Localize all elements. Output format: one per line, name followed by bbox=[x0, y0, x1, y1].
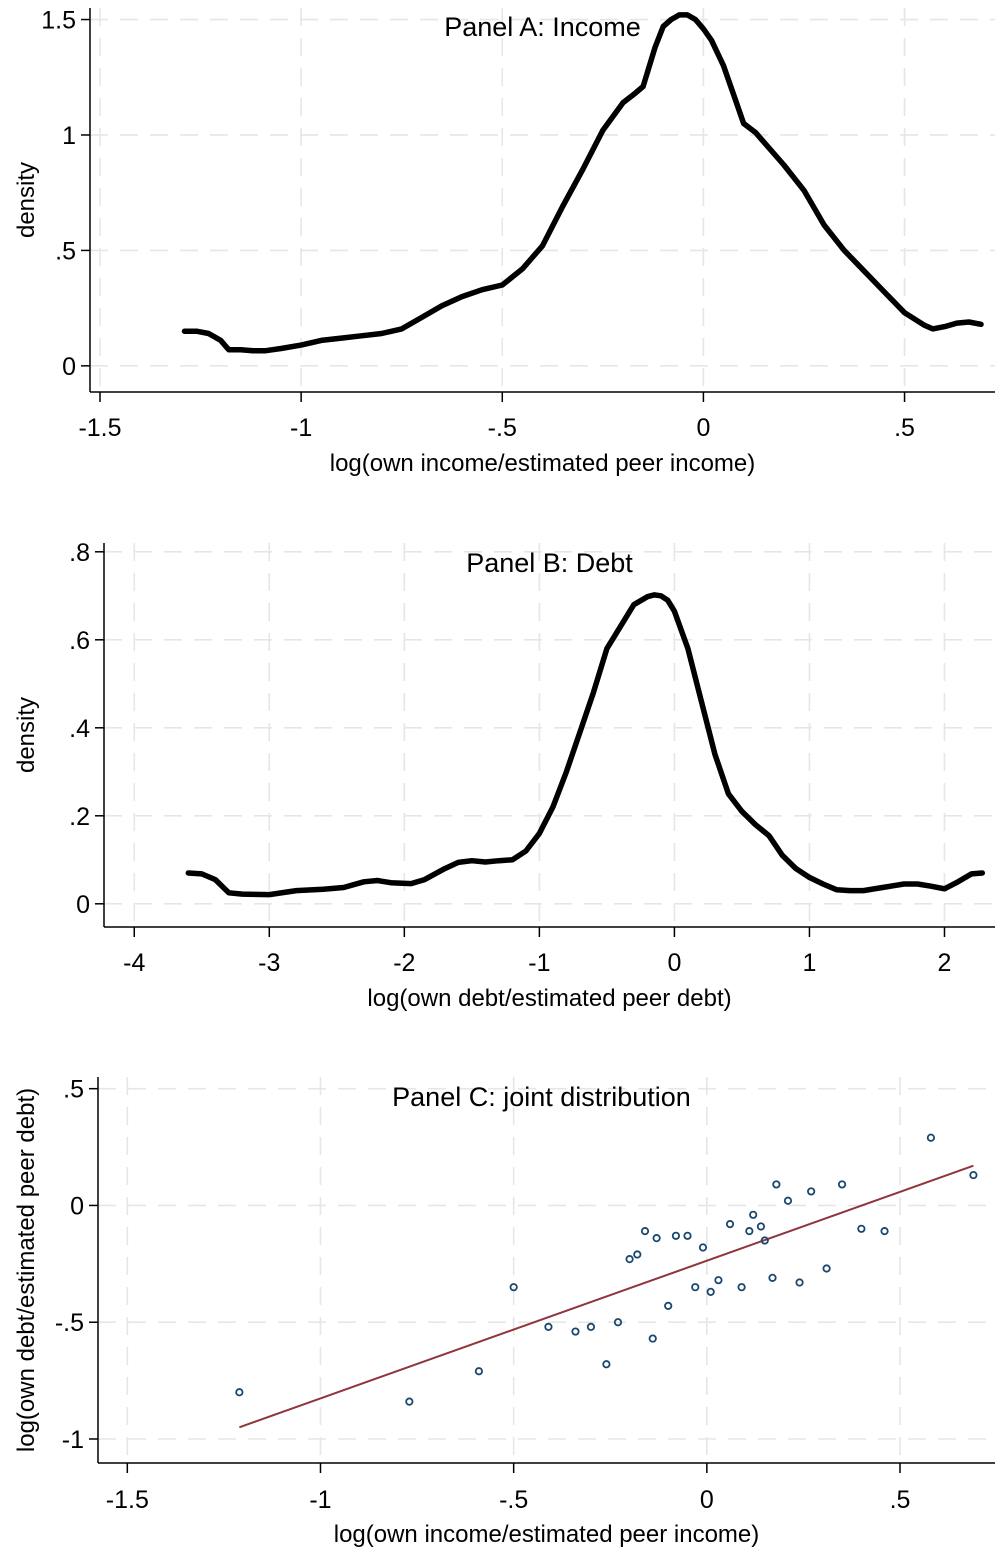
scatter-point bbox=[648, 1334, 657, 1343]
x-tick-label: 0 bbox=[667, 949, 681, 977]
y-tick-label: -.5 bbox=[55, 1309, 84, 1337]
scatter-point bbox=[698, 1243, 708, 1252]
scatter-point bbox=[822, 1264, 831, 1273]
scatter-point bbox=[664, 1301, 673, 1310]
x-tick-label: -1 bbox=[309, 1486, 331, 1514]
density-curve bbox=[185, 592, 986, 898]
scatter-point bbox=[625, 1255, 634, 1264]
scatter-point bbox=[837, 1180, 847, 1189]
scatter-point bbox=[745, 1227, 754, 1236]
y-tick-label: .4 bbox=[69, 715, 90, 743]
x-tick-label: .5 bbox=[890, 1486, 911, 1514]
scatter-point bbox=[640, 1227, 650, 1236]
x-tick-label: -1 bbox=[290, 414, 312, 442]
scatter-point bbox=[725, 1220, 735, 1229]
x-tick-label: -1 bbox=[528, 949, 550, 977]
y-tick-label: 1 bbox=[62, 122, 76, 150]
scatter-point bbox=[652, 1234, 661, 1243]
scatter-point bbox=[737, 1283, 746, 1292]
fit-line bbox=[239, 1164, 974, 1429]
panel-a-chart: 0 .5 1 1.5 -1.5 -1 -.5 0 .5 log(own income/estima… bbox=[13, 7, 995, 477]
x-tick-label: -4 bbox=[123, 949, 145, 977]
scatter-point bbox=[544, 1322, 553, 1331]
x-tick-label: 0 bbox=[700, 1486, 714, 1514]
y-tick-label: .5 bbox=[63, 1076, 84, 1104]
scatter-point bbox=[602, 1360, 611, 1369]
x-tick-label: .5 bbox=[894, 414, 915, 442]
scatter-point bbox=[613, 1318, 623, 1327]
scatter-point bbox=[509, 1283, 518, 1292]
scatter-point bbox=[706, 1287, 715, 1296]
scatter-point bbox=[795, 1278, 804, 1287]
y-tick-label: 0 bbox=[70, 1192, 84, 1220]
scatter-point bbox=[586, 1322, 596, 1331]
scatter-point bbox=[671, 1231, 681, 1240]
x-tick-label: -1.5 bbox=[106, 1486, 149, 1514]
x-tick-label: -.5 bbox=[499, 1486, 528, 1514]
scatter-point bbox=[880, 1227, 889, 1236]
scatter-point bbox=[783, 1196, 793, 1205]
scatter-point bbox=[571, 1327, 580, 1336]
x-tick-label: 2 bbox=[938, 949, 952, 977]
scatter-point bbox=[857, 1224, 866, 1233]
y-axis-label: density bbox=[13, 162, 40, 238]
y-tick-label: 0 bbox=[76, 891, 90, 919]
y-axis-label: log(own debt/estimated peer debt) bbox=[13, 1088, 40, 1452]
y-tick-label: .5 bbox=[55, 237, 76, 265]
y-tick-label: .6 bbox=[69, 627, 90, 655]
y-tick-label: 1.5 bbox=[41, 7, 76, 35]
x-axis-label: log(own debt/estimated peer debt) bbox=[367, 985, 731, 1012]
scatter-point bbox=[926, 1133, 936, 1142]
scatter-point bbox=[714, 1276, 723, 1285]
x-tick-label: 0 bbox=[696, 414, 710, 442]
x-axis-label: log(own income/estimated peer income) bbox=[330, 450, 756, 477]
y-tick-label: .8 bbox=[69, 539, 90, 567]
x-axis-label: log(own income/estimated peer income) bbox=[334, 1521, 760, 1548]
y-tick-label: -1 bbox=[62, 1426, 84, 1454]
scatter-point bbox=[691, 1283, 700, 1292]
scatter-point bbox=[235, 1388, 244, 1397]
chart-title: Panel A: Income bbox=[444, 12, 641, 42]
panel-b-chart: 0 .2 .4 .6 .8 -4 -3 -2 -1 0 1 2 log(own debt/estimat… bbox=[13, 539, 995, 1012]
scatter-point bbox=[760, 1236, 769, 1245]
panel-c-chart: -1 -.5 0 .5 -1.5 -1 -.5 0 .5 log(own income/estim… bbox=[13, 1076, 995, 1548]
scatter-point bbox=[807, 1187, 816, 1196]
y-tick-label: 0 bbox=[62, 353, 76, 381]
scatter-point bbox=[969, 1170, 978, 1180]
scatter-point bbox=[474, 1367, 483, 1376]
x-tick-label: -2 bbox=[393, 949, 415, 977]
x-tick-label: -.5 bbox=[488, 414, 517, 442]
density-curve bbox=[181, 12, 984, 354]
x-tick-label: -3 bbox=[258, 949, 280, 977]
scatter-point bbox=[756, 1222, 766, 1231]
chart-title: Panel B: Debt bbox=[466, 548, 633, 578]
x-tick-label: 1 bbox=[802, 949, 816, 977]
scatter-point bbox=[683, 1231, 692, 1240]
chart-title: Panel C: joint distribution bbox=[392, 1082, 691, 1112]
scatter-point bbox=[633, 1250, 642, 1259]
y-tick-label: .2 bbox=[69, 803, 90, 831]
y-axis-label: density bbox=[13, 697, 40, 773]
scatter-point bbox=[405, 1397, 414, 1406]
scatter-point bbox=[772, 1180, 781, 1189]
x-tick-label: -1.5 bbox=[78, 414, 121, 442]
scatter-point bbox=[749, 1210, 758, 1219]
scatter-point bbox=[768, 1273, 777, 1282]
